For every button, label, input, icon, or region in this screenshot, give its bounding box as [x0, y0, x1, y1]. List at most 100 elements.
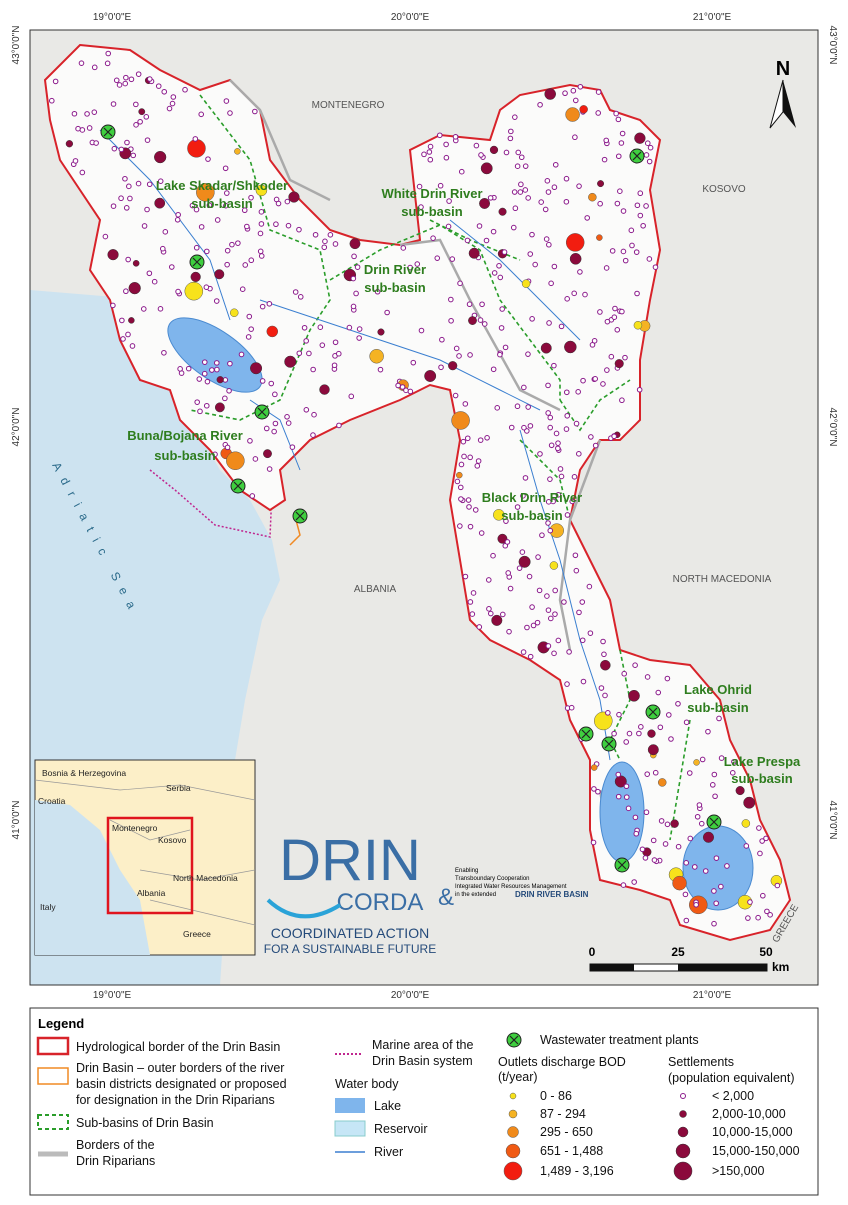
outlet: [184, 281, 204, 301]
settlement: [682, 891, 689, 898]
settlement: [170, 94, 177, 100]
settlement: [544, 593, 550, 599]
settlement: [552, 587, 558, 594]
settlement: [579, 637, 586, 644]
settlement: [694, 813, 701, 820]
legend-swatch: [36, 1036, 70, 1056]
settlement: [637, 190, 644, 197]
settlement: [572, 552, 579, 559]
legend-symbol: [505, 1143, 521, 1159]
settlement: [614, 359, 624, 369]
settlement: [551, 263, 558, 270]
settlement: [512, 114, 518, 120]
settlement: [252, 456, 259, 462]
sub-basin-label: sub-basin: [154, 448, 215, 463]
settlement: [711, 888, 717, 894]
settlement: [664, 821, 671, 828]
settlement: [349, 238, 361, 250]
settlement: [104, 60, 111, 67]
settlement: [426, 149, 433, 155]
north-arrow: N: [769, 58, 796, 129]
settlement: [487, 195, 494, 201]
legend-symbol: [508, 1109, 518, 1119]
settlement: [229, 241, 235, 248]
settlement: [144, 137, 151, 143]
settlement: [461, 453, 467, 460]
settlement: [563, 175, 570, 182]
settlement: [312, 231, 319, 238]
settlement: [511, 189, 518, 195]
legend-symbol: [507, 1126, 519, 1138]
settlement: [239, 286, 246, 292]
settlement: [546, 320, 552, 326]
settlement: [527, 423, 534, 429]
settlement: [346, 324, 353, 331]
outlet: [693, 759, 700, 766]
outlet: [579, 105, 588, 114]
settlement: [566, 649, 572, 655]
settlement: [631, 879, 637, 885]
settlement: [622, 354, 628, 361]
settlement: [467, 523, 474, 530]
settlement: [480, 162, 493, 175]
settlement: [545, 189, 552, 195]
legend-label: 15,000-150,000: [712, 1144, 800, 1158]
inset-label: Kosovo: [158, 835, 187, 845]
settlement: [214, 269, 225, 280]
settlement: [464, 435, 471, 442]
settlement: [122, 175, 128, 182]
settlement: [693, 901, 699, 908]
settlement: [696, 802, 703, 808]
outlet: [633, 321, 643, 330]
settlement: [621, 670, 628, 677]
outlet: [565, 233, 585, 252]
settlement: [557, 466, 564, 472]
logo-slogan: COORDINATED ACTION: [271, 925, 429, 941]
legend-label: basin districts designated or proposed: [76, 1077, 287, 1091]
settlement: [547, 527, 554, 534]
settlement: [614, 775, 627, 788]
legend-label: >150,000: [712, 1164, 765, 1178]
sub-basin-label: Lake Ohrid: [684, 682, 752, 697]
settlement: [683, 917, 690, 924]
wwtp: [648, 707, 658, 717]
sub-basin-label: Black Drin River: [482, 490, 582, 505]
settlement: [467, 454, 473, 461]
scale-tick: 25: [671, 945, 685, 959]
settlement: [466, 504, 472, 510]
settlement: [91, 64, 98, 71]
settlement: [250, 362, 263, 375]
settlement: [711, 771, 718, 778]
settlement: [614, 200, 621, 207]
settlement: [757, 850, 763, 857]
legend-label: Water body: [335, 1077, 399, 1091]
settlement: [135, 180, 142, 187]
settlement: [598, 685, 605, 691]
settlement: [146, 181, 153, 188]
settlement: [597, 309, 603, 315]
settlement: [628, 227, 635, 234]
settlement: [123, 74, 129, 81]
settlement: [540, 342, 552, 354]
settlement: [510, 224, 517, 231]
settlement: [241, 207, 248, 214]
settlement: [586, 583, 593, 590]
settlement: [545, 382, 551, 389]
outlet: [266, 325, 279, 338]
settlement: [248, 257, 255, 264]
settlement: [204, 378, 211, 385]
settlement: [317, 324, 324, 331]
settlement: [668, 736, 674, 742]
settlement: [718, 755, 725, 761]
settlement: [548, 280, 554, 287]
settlement: [154, 150, 167, 164]
settlement: [646, 158, 653, 165]
settlement: [729, 770, 736, 776]
settlement: [175, 288, 181, 295]
settlement: [639, 846, 646, 853]
settlement: [551, 650, 557, 657]
lon-label: 19°0'0"E: [93, 12, 132, 23]
settlement: [600, 659, 611, 671]
settlement: [457, 484, 464, 491]
settlement: [458, 496, 464, 502]
